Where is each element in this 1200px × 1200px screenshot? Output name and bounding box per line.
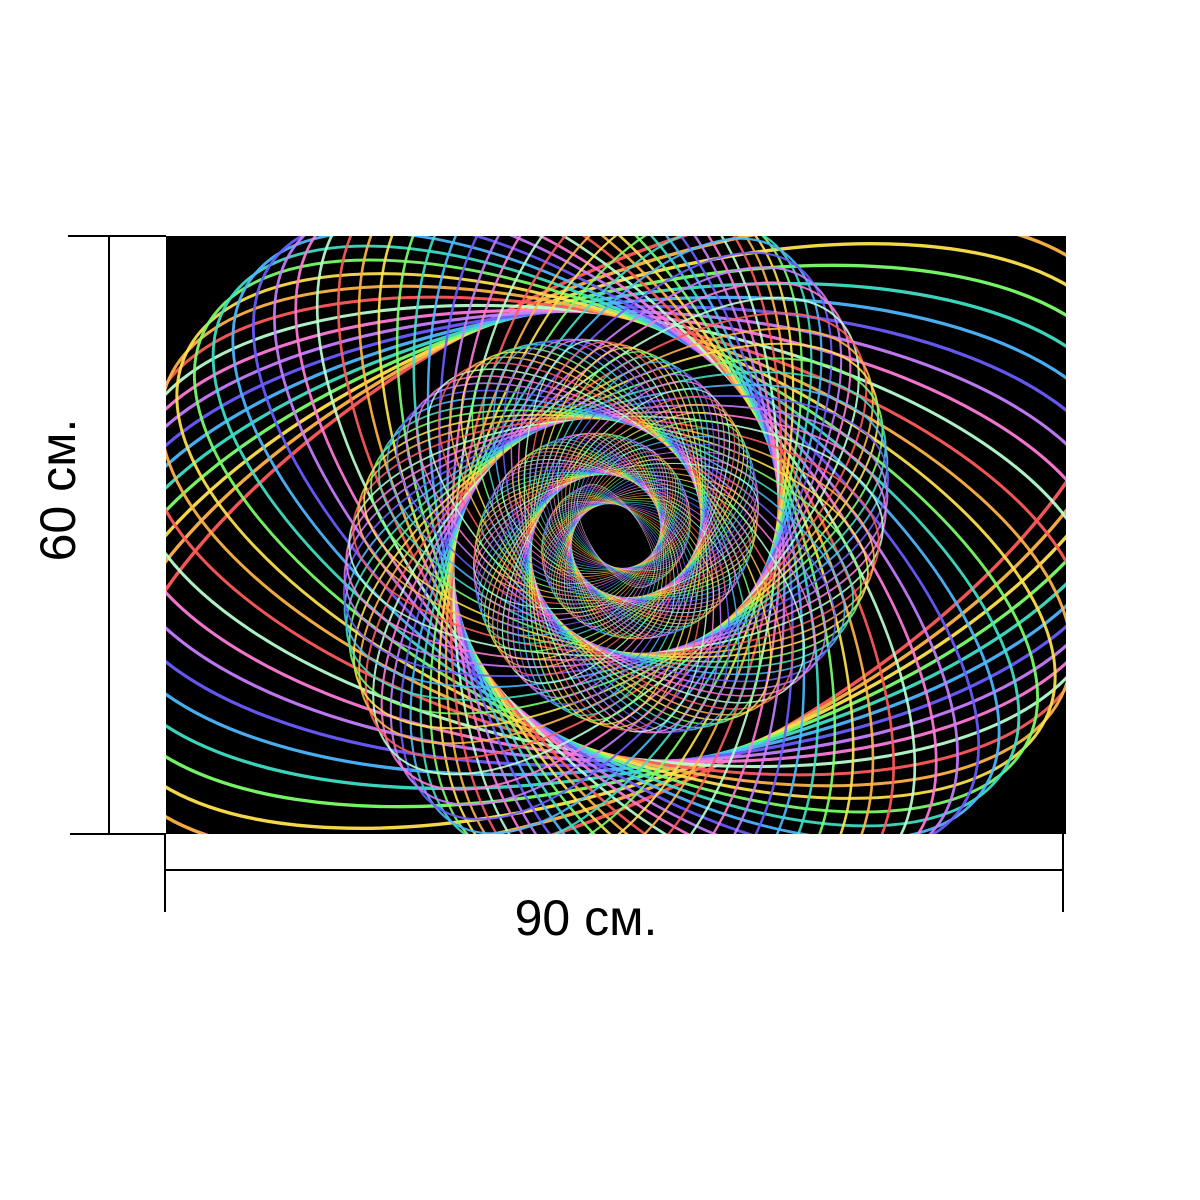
spiral-ring xyxy=(577,483,655,589)
spiral-artwork xyxy=(166,236,1066,834)
spiral-ring xyxy=(574,485,658,587)
height-bottom-tick xyxy=(70,833,166,835)
height-top-tick xyxy=(68,235,166,237)
spiral-ring xyxy=(571,486,661,586)
spiral-ring xyxy=(315,236,917,834)
spiral-ring xyxy=(492,341,740,731)
spiral-ring xyxy=(527,341,705,731)
width-right-tick xyxy=(1062,834,1064,912)
spiral-ring xyxy=(562,491,670,581)
spiral-pattern xyxy=(166,236,1066,834)
spiral-ring xyxy=(565,489,667,583)
spiral-ring xyxy=(348,415,884,657)
width-label: 90 см. xyxy=(514,890,658,946)
width-left-tick xyxy=(164,834,166,912)
height-dimension-line xyxy=(108,236,110,834)
width-dimension-line xyxy=(166,869,1064,871)
spiral-ring xyxy=(377,236,855,834)
spiral-ring xyxy=(568,487,664,585)
height-label: 60 см. xyxy=(30,418,86,562)
spiral-ring xyxy=(567,433,665,639)
spiral-ring xyxy=(294,236,938,834)
